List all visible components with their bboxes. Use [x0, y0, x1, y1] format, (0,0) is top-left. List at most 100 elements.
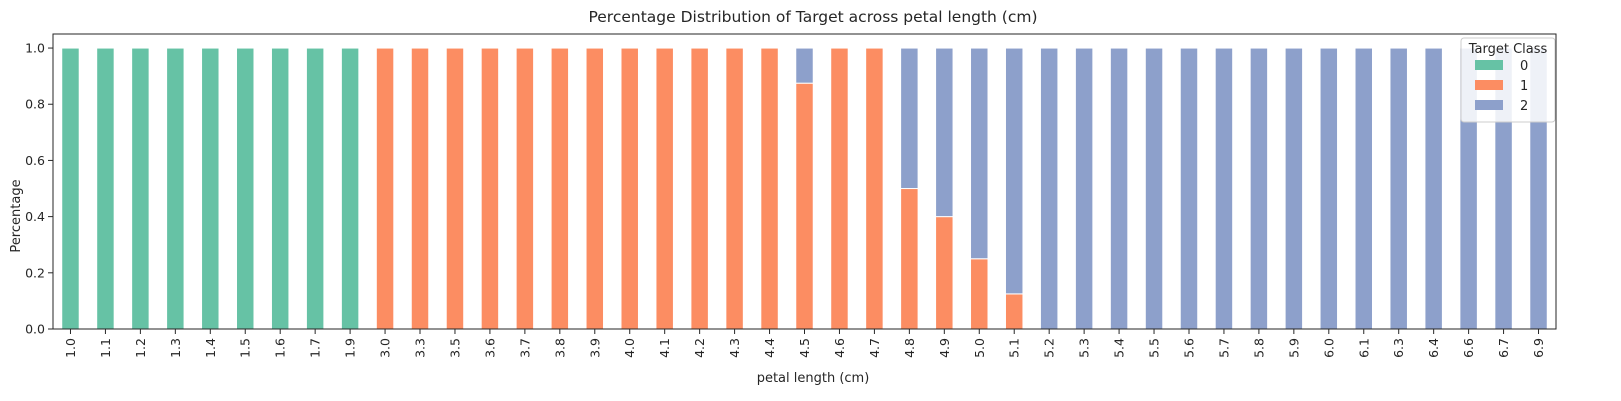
bar-6.4-class-2 [1424, 47, 1443, 330]
bar-6.0-class-2 [1319, 47, 1339, 330]
x-tick-label: 5.3 [1077, 338, 1092, 358]
x-tick-label: 4.4 [762, 338, 777, 358]
x-tick-label: 1.0 [63, 338, 78, 358]
bar-5.3-class-2 [1074, 47, 1094, 330]
x-axis-label: petal length (cm) [757, 371, 870, 386]
bar-5.1-class-1 [1004, 293, 1024, 330]
bar-1.6-class-0 [270, 47, 290, 330]
x-tick-label: 4.7 [867, 338, 882, 358]
bar-3.3-class-1 [410, 47, 430, 330]
bar-5.7-class-2 [1214, 47, 1234, 330]
bar-4.1-class-1 [655, 47, 674, 330]
x-tick-label: 3.0 [378, 338, 393, 358]
x-tick-label: 4.6 [832, 338, 847, 358]
x-tick-label: 3.6 [482, 338, 497, 358]
bar-1.1-class-0 [96, 47, 115, 330]
x-tick-label: 4.1 [657, 338, 672, 358]
x-tick-label: 5.4 [1112, 338, 1127, 358]
bar-1.7-class-0 [305, 47, 325, 330]
legend-swatch-1 [1475, 80, 1503, 90]
x-tick-label: 1.9 [343, 338, 358, 358]
y-axis: 0.0 0.2 0.4 0.6 0.8 1.0 [25, 41, 53, 337]
x-tick-label: 4.2 [692, 338, 707, 358]
bars-group [61, 47, 1548, 330]
y-axis-label: Percentage [9, 179, 24, 252]
x-tick-label: 6.9 [1531, 338, 1546, 358]
bar-5.5-class-2 [1144, 47, 1164, 330]
bar-4.2-class-1 [690, 47, 709, 330]
x-tick-label: 1.7 [308, 338, 323, 358]
bar-4.3-class-1 [725, 47, 744, 330]
bar-3.7-class-1 [515, 47, 535, 330]
x-tick-label: 3.8 [552, 338, 567, 358]
x-tick-label: 4.5 [797, 338, 812, 358]
legend-label-1: 1 [1520, 79, 1528, 94]
x-tick-label: 6.0 [1321, 338, 1336, 358]
bar-5.6-class-2 [1179, 47, 1199, 330]
bar-5.9-class-2 [1284, 47, 1304, 330]
x-tick-label: 6.3 [1391, 338, 1406, 358]
bar-6.1-class-2 [1354, 47, 1374, 330]
bar-1.5-class-0 [236, 47, 255, 330]
bar-1.2-class-0 [131, 47, 150, 330]
x-tick-label: 5.8 [1251, 338, 1266, 358]
bar-4.9-class-1 [935, 216, 954, 330]
legend-label-2: 2 [1520, 99, 1528, 114]
bar-4.5-class-1 [795, 82, 814, 330]
bar-3.0-class-1 [375, 47, 395, 330]
bar-5.1-class-2 [1004, 47, 1024, 295]
x-tick-label: 1.6 [273, 338, 288, 358]
x-tick-label: 5.0 [972, 338, 987, 358]
x-tick-label: 3.9 [587, 338, 602, 358]
legend-swatch-0 [1475, 60, 1503, 70]
bar-3.8-class-1 [550, 47, 570, 330]
x-tick-label: 4.0 [622, 338, 637, 358]
x-tick-label: 5.2 [1042, 338, 1057, 358]
bar-1.0-class-0 [61, 47, 80, 330]
x-tick-label: 1.3 [168, 338, 183, 358]
x-tick-label: 3.3 [413, 338, 428, 358]
bar-1.4-class-0 [201, 47, 220, 330]
chart-title: Percentage Distribution of Target across… [588, 8, 1037, 26]
y-tick-label: 0.0 [25, 322, 45, 337]
legend: Target Class 0 1 2 [1460, 37, 1556, 123]
bar-4.0-class-1 [620, 47, 639, 330]
x-tick-label: 1.1 [98, 338, 113, 358]
legend-swatch-2 [1475, 100, 1503, 110]
x-tick-label: 6.4 [1426, 338, 1441, 358]
x-tick-label: 3.5 [447, 338, 462, 358]
x-tick-label: 5.6 [1181, 338, 1196, 358]
y-tick-label: 0.6 [25, 153, 45, 168]
bar-4.5-class-2 [795, 47, 814, 84]
bar-1.9-class-0 [340, 47, 360, 330]
x-tick-label: 6.7 [1496, 338, 1511, 358]
x-tick-label: 5.5 [1147, 338, 1162, 358]
y-tick-label: 1.0 [25, 41, 45, 56]
bar-4.4-class-1 [760, 47, 779, 330]
x-tick-label: 5.1 [1007, 338, 1022, 358]
bar-6.3-class-2 [1389, 47, 1408, 330]
y-tick-label: 0.4 [25, 209, 45, 224]
bar-4.9-class-2 [935, 47, 954, 218]
x-tick-label: 6.1 [1356, 338, 1371, 358]
bar-4.8-class-2 [900, 47, 919, 190]
y-tick-label: 0.2 [25, 265, 45, 280]
bar-4.8-class-1 [900, 188, 919, 330]
x-tick-label: 4.8 [902, 338, 917, 358]
x-tick-label: 3.7 [517, 338, 532, 358]
x-tick-label: 4.9 [937, 338, 952, 358]
legend-title: Target Class [1468, 42, 1548, 57]
bar-5.0-class-2 [970, 47, 989, 260]
y-tick-label: 0.8 [25, 97, 45, 112]
x-tick-label: 5.7 [1216, 338, 1231, 358]
x-tick-label: 1.4 [203, 338, 218, 358]
x-axis: 1.0 1.1 1.2 1.3 1.4 1.5 1.6 1.7 1.9 3.0 3.3 3.5 3.6 3… [63, 329, 1546, 358]
legend-label-0: 0 [1520, 59, 1528, 74]
bar-3.9-class-1 [585, 47, 605, 330]
bar-5.2-class-2 [1039, 47, 1059, 330]
x-tick-label: 1.5 [238, 338, 253, 358]
bar-5.8-class-2 [1249, 47, 1269, 330]
bar-1.3-class-0 [166, 47, 185, 330]
bar-5.0-class-1 [970, 258, 989, 330]
